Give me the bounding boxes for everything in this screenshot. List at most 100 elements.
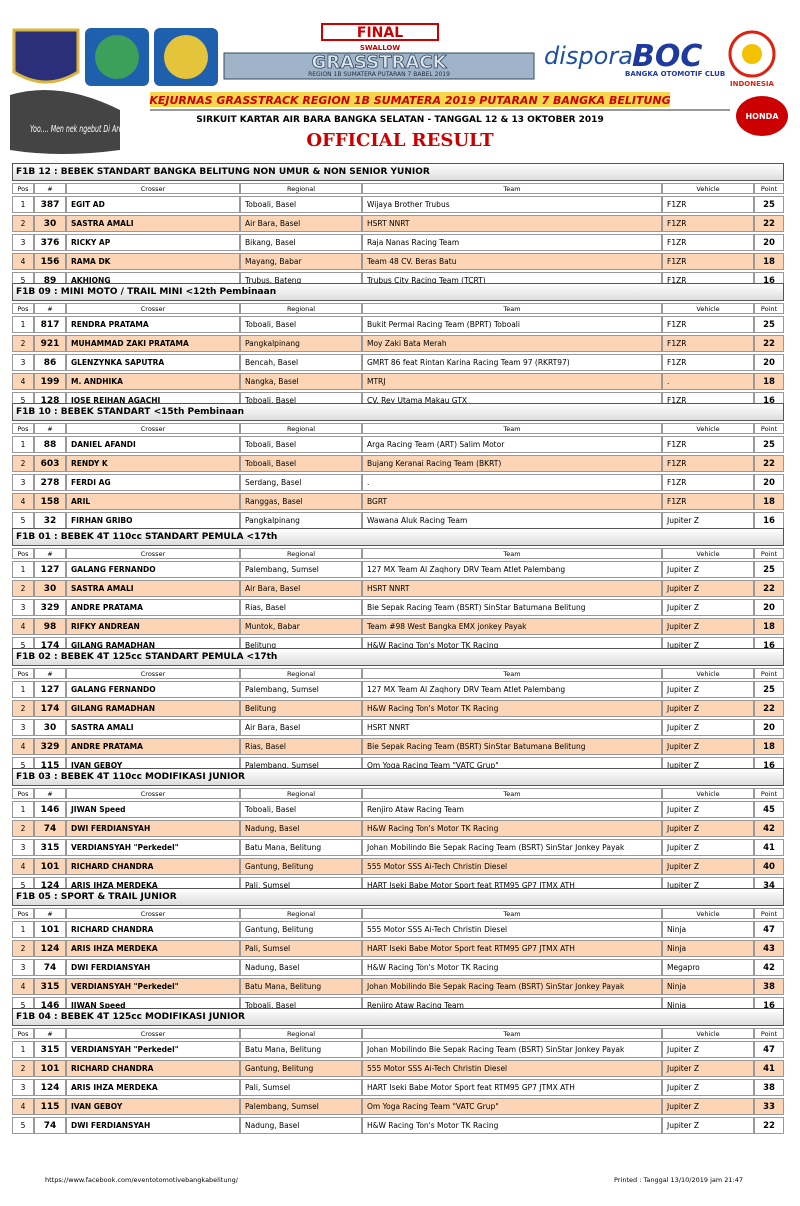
cell: 16 xyxy=(754,512,784,529)
cell: 41 xyxy=(754,839,784,856)
column-header: Vehicle xyxy=(662,908,754,919)
cell: Renjiro Ataw Racing Team xyxy=(362,801,662,818)
column-header: Team xyxy=(362,423,662,434)
column-header: Regional xyxy=(240,668,362,679)
section-title: F1B 12 : BEBEK STANDART BANGKA BELITUNG … xyxy=(12,163,784,181)
cell: 101 xyxy=(34,1060,66,1077)
cell: ARIS IHZA MERDEKA xyxy=(66,940,240,957)
cell: F1ZR xyxy=(662,493,754,510)
column-header-row: Pos # Crosser Regional Team Vehicle Point xyxy=(12,183,784,194)
cell: SASTRA AMALI xyxy=(66,215,240,232)
cell: RAMA DK xyxy=(66,253,240,270)
cell: 3 xyxy=(12,839,34,856)
column-header: Pos xyxy=(12,1028,34,1039)
cell: Batu Mana, Belitung xyxy=(240,1041,362,1058)
cell: GALANG FERNANDO xyxy=(66,681,240,698)
column-header: Team xyxy=(362,183,662,194)
column-header: Point xyxy=(754,183,784,194)
result-section: F1B 10 : BEBEK STANDART <15th Pembinaan P… xyxy=(12,403,784,529)
cell: Jupiter Z xyxy=(662,738,754,755)
cell: 124 xyxy=(34,1079,66,1096)
result-row: 4 115 IVAN GEBOY Palembang, Sumsel Om Yoga R… xyxy=(12,1098,784,1115)
cell: 1 xyxy=(12,921,34,938)
cell: Jupiter Z xyxy=(662,681,754,698)
column-header: Crosser xyxy=(66,1028,240,1039)
result-row: 1 387 EGIT AD Toboali, Basel Wijaya Brother … xyxy=(12,196,784,213)
column-header: # xyxy=(34,303,66,314)
result-row: 3 86 GLENZYNKA SAPUTRA Bencah, Basel GMRT 86… xyxy=(12,354,784,371)
cell: 2 xyxy=(12,335,34,352)
result-row: 3 30 SASTRA AMALI Air Bara, Basel HSRT NNRT J… xyxy=(12,719,784,736)
cell: IVAN GEBOY xyxy=(66,1098,240,1115)
cell: H&W Racing Ton's Motor TK Racing xyxy=(362,1117,662,1134)
cell: 2 xyxy=(12,820,34,837)
cell: RICHARD CHANDRA xyxy=(66,858,240,875)
cell: 74 xyxy=(34,959,66,976)
cell: ANDRE PRATAMA xyxy=(66,738,240,755)
cell: Toboali, Basel xyxy=(240,801,362,818)
cell: F1ZR xyxy=(662,474,754,491)
cell: 158 xyxy=(34,493,66,510)
cell: Air Bara, Basel xyxy=(240,719,362,736)
cell: . xyxy=(362,474,662,491)
column-header-row: Pos # Crosser Regional Team Vehicle Point xyxy=(12,423,784,434)
cell: 315 xyxy=(34,839,66,856)
column-header: # xyxy=(34,548,66,559)
section-title: F1B 09 : MINI MOTO / TRAIL MINI <12th Pe… xyxy=(12,283,784,301)
cell: 376 xyxy=(34,234,66,251)
cell: Moy Zaki Bata Merah xyxy=(362,335,662,352)
column-header: Crosser xyxy=(66,548,240,559)
cell: Mayang, Babar xyxy=(240,253,362,270)
footer-url: https://www.facebook.com/eventotomotiveb… xyxy=(45,1176,238,1184)
event-logo-sub: REGION 1B SUMATERA PUTARAN 7 BABEL 2019 xyxy=(308,71,450,78)
cell: RIFKY ANDREAN xyxy=(66,618,240,635)
cell: 4 xyxy=(12,738,34,755)
cell: Bujang Keranai Racing Team (BKRT) xyxy=(362,455,662,472)
column-header-row: Pos # Crosser Regional Team Vehicle Point xyxy=(12,788,784,799)
result-row: 2 603 RENDY K Toboali, Basel Bujang Keranai … xyxy=(12,455,784,472)
column-header: Pos xyxy=(12,668,34,679)
cell: 18 xyxy=(754,738,784,755)
cell: F1ZR xyxy=(662,436,754,453)
cell: Pangkalpinang xyxy=(240,335,362,352)
cell: SASTRA AMALI xyxy=(66,580,240,597)
result-row: 2 74 DWI FERDIANSYAH Nadung, Basel H&W Racin… xyxy=(12,820,784,837)
cell: 33 xyxy=(754,1098,784,1115)
cell: Gantung, Belitung xyxy=(240,858,362,875)
cell: 1 xyxy=(12,436,34,453)
column-header: Team xyxy=(362,908,662,919)
cell: 22 xyxy=(754,1117,784,1134)
cell: BGRT xyxy=(362,493,662,510)
cell: 25 xyxy=(754,681,784,698)
cell: 20 xyxy=(754,354,784,371)
cell: 1 xyxy=(12,561,34,578)
result-row: 3 124 ARIS IHZA MERDEKA Pali, Sumsel HART Is… xyxy=(12,1079,784,1096)
cell: HSRT NNRT xyxy=(362,719,662,736)
column-header-row: Pos # Crosser Regional Team Vehicle Point xyxy=(12,908,784,919)
cell: RICHARD CHANDRA xyxy=(66,1060,240,1077)
result-row: 2 30 SASTRA AMALI Air Bara, Basel HSRT NNRT F… xyxy=(12,215,784,232)
cell: 20 xyxy=(754,599,784,616)
brand: HONDA xyxy=(745,112,779,121)
cell: Jupiter Z xyxy=(662,618,754,635)
cell: VERDIANSYAH "Perkedel" xyxy=(66,978,240,995)
event-logo-box xyxy=(223,52,535,80)
event-title: KEJURNAS GRASSTRACK REGION 1B SUMATERA 2… xyxy=(149,94,670,107)
cell: GILANG RAMADHAN xyxy=(66,700,240,717)
cell: 5 xyxy=(12,512,34,529)
cell: 30 xyxy=(34,719,66,736)
cell: Bie Sepak Racing Team (BSRT) SinStar Bat… xyxy=(362,599,662,616)
cell: 74 xyxy=(34,820,66,837)
cell: 42 xyxy=(754,959,784,976)
cell: 22 xyxy=(754,580,784,597)
result-row: 4 158 ARIL Ranggas, Basel BGRT F1ZR 18 xyxy=(12,493,784,510)
column-header: # xyxy=(34,788,66,799)
cell: 315 xyxy=(34,1041,66,1058)
cell: 127 xyxy=(34,561,66,578)
section-title: F1B 05 : SPORT & TRAIL JUNIOR xyxy=(12,888,784,906)
result-row: 1 817 RENDRA PRATAMA Toboali, Basel Bukit Pe… xyxy=(12,316,784,333)
cell: VERDIANSYAH "Perkedel" xyxy=(66,839,240,856)
cell: Nadung, Basel xyxy=(240,820,362,837)
column-header: Crosser xyxy=(66,423,240,434)
column-header: Team xyxy=(362,788,662,799)
